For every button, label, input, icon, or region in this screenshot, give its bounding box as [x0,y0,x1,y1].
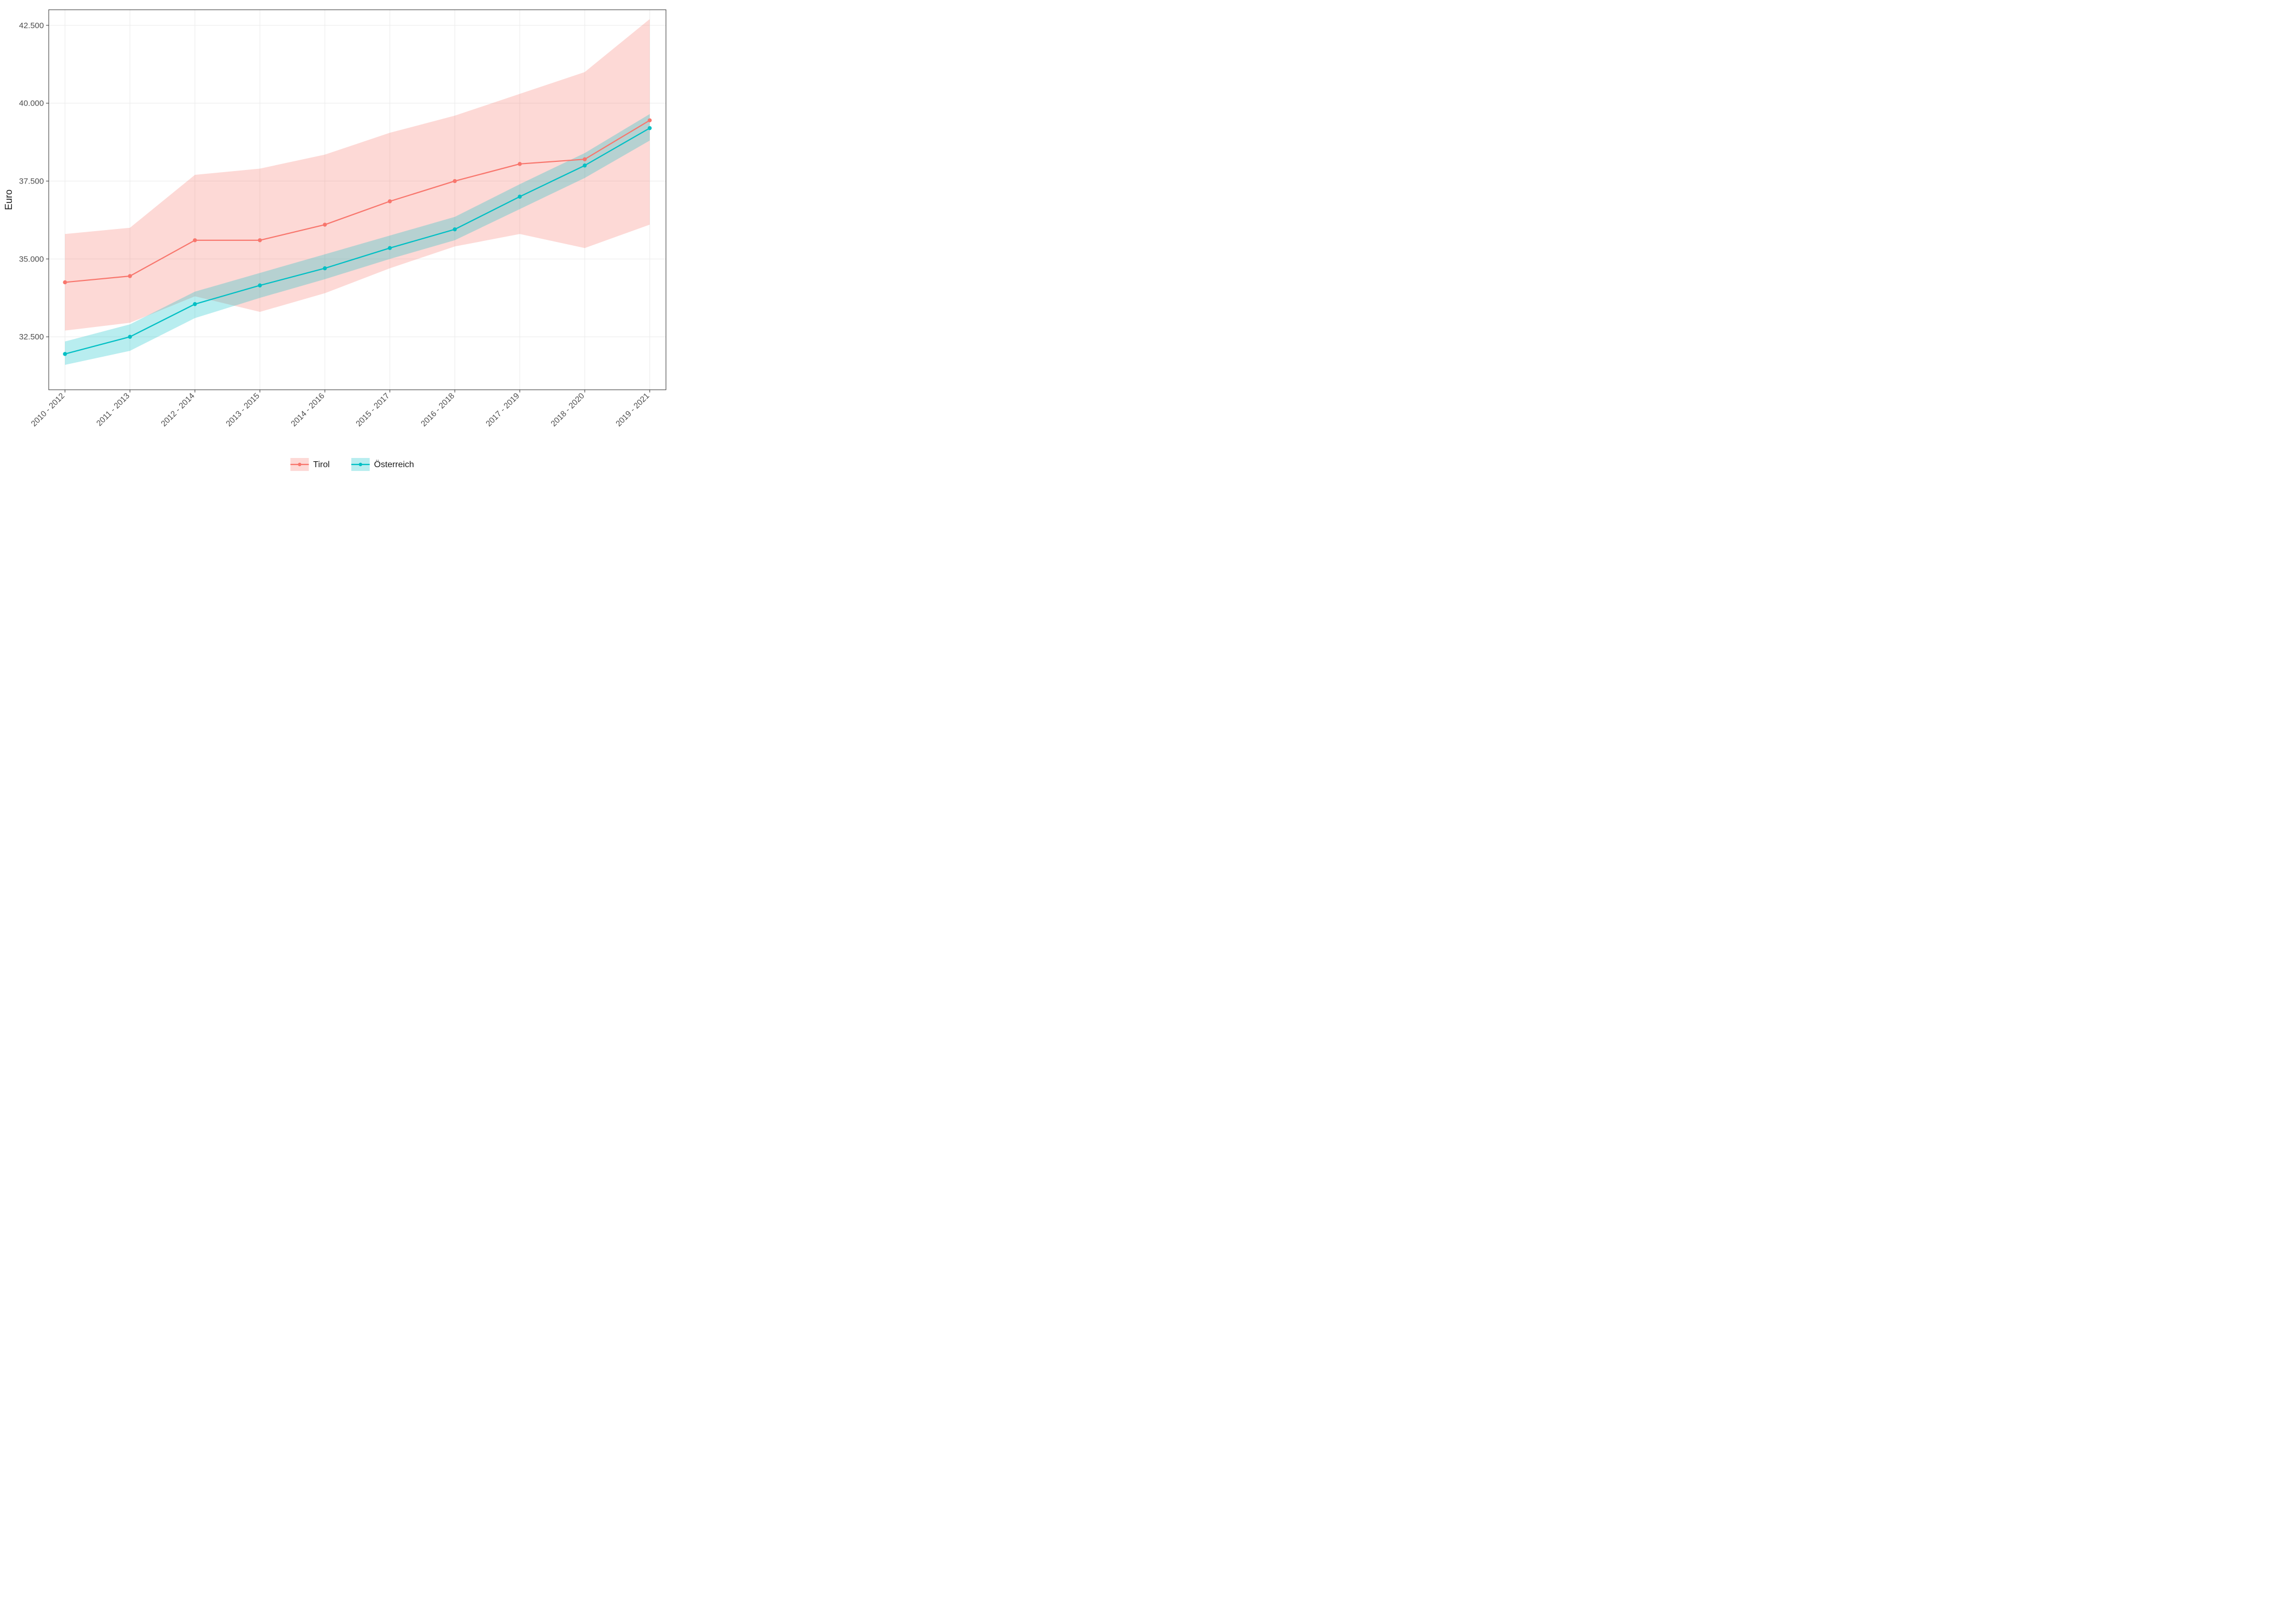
series-marker-0 [258,239,262,242]
line-chart: 32.50035.00037.50040.00042.5002010 - 201… [0,0,682,487]
series-marker-1 [323,266,326,270]
legend-marker [359,463,362,466]
series-marker-0 [63,280,67,284]
y-axis-title: Euro [3,189,14,210]
series-marker-1 [258,284,262,287]
series-marker-1 [648,126,651,129]
series-marker-0 [518,162,521,166]
series-marker-1 [518,195,521,198]
chart-container: 32.50035.00037.50040.00042.5002010 - 201… [0,0,682,487]
series-marker-0 [648,119,651,122]
series-marker-0 [193,239,197,242]
series-marker-0 [583,158,586,161]
legend-label: Österreich [374,460,414,469]
y-tick-label: 35.000 [19,254,44,264]
y-tick-label: 40.000 [19,99,44,108]
y-tick-label: 42.500 [19,21,44,30]
series-marker-1 [63,352,67,356]
series-marker-0 [388,200,391,203]
series-marker-0 [453,179,456,182]
series-marker-0 [128,274,132,278]
legend-marker [298,463,301,466]
series-marker-1 [583,164,586,167]
legend-label: Tirol [313,460,330,469]
series-marker-0 [323,223,326,226]
y-tick-label: 37.500 [19,176,44,186]
series-marker-1 [453,227,456,231]
series-marker-1 [388,246,391,250]
series-marker-1 [193,303,197,306]
y-tick-label: 32.500 [19,332,44,342]
series-marker-1 [128,335,132,338]
